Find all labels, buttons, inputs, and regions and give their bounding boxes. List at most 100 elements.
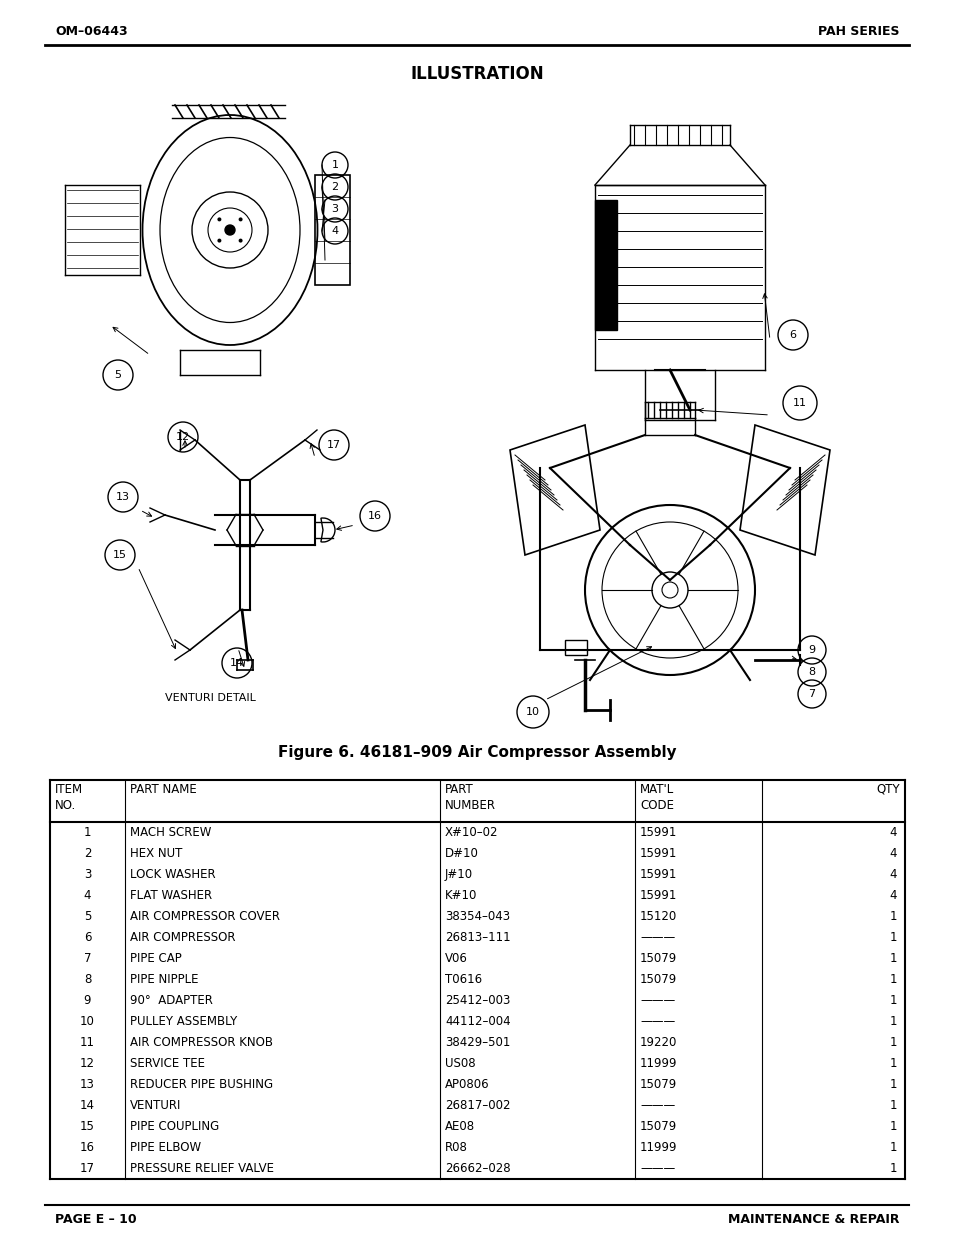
Text: AIR COMPRESSOR: AIR COMPRESSOR	[130, 931, 235, 944]
Text: 7: 7	[807, 689, 815, 699]
Circle shape	[217, 238, 221, 242]
Text: T0616: T0616	[444, 973, 481, 986]
Circle shape	[217, 217, 221, 221]
Text: OM–06443: OM–06443	[55, 25, 128, 38]
Text: 12: 12	[175, 432, 190, 442]
Text: 26662–028: 26662–028	[444, 1162, 510, 1174]
Text: AP0806: AP0806	[444, 1078, 489, 1091]
Text: 13: 13	[116, 492, 130, 501]
Text: 10: 10	[525, 706, 539, 718]
Text: 17: 17	[327, 440, 341, 450]
Text: K#10: K#10	[444, 889, 476, 902]
Text: X#10–02: X#10–02	[444, 826, 498, 839]
Text: 6: 6	[84, 931, 91, 944]
Text: VENTURI DETAIL: VENTURI DETAIL	[165, 693, 255, 703]
Text: 38429–501: 38429–501	[444, 1036, 510, 1049]
Text: V06: V06	[444, 952, 467, 965]
Text: 8: 8	[84, 973, 91, 986]
Bar	[564, 640, 586, 655]
Text: 11999: 11999	[639, 1057, 677, 1070]
Text: AE08: AE08	[444, 1120, 475, 1132]
Text: 13: 13	[80, 1078, 95, 1091]
Text: 15079: 15079	[639, 952, 677, 965]
Text: 1: 1	[888, 1057, 896, 1070]
Bar	[314, 175, 350, 285]
Text: MAT'L
CODE: MAT'L CODE	[639, 783, 674, 811]
Text: PIPE NIPPLE: PIPE NIPPLE	[130, 973, 198, 986]
Text: 4: 4	[888, 847, 896, 860]
Text: 38354–043: 38354–043	[444, 910, 510, 923]
Text: MACH SCREW: MACH SCREW	[130, 826, 212, 839]
Text: ———: ———	[639, 1099, 675, 1112]
Text: US08: US08	[444, 1057, 476, 1070]
Text: 44112–004: 44112–004	[444, 1015, 510, 1028]
Text: 8: 8	[807, 667, 815, 677]
Text: ———: ———	[639, 994, 675, 1007]
Text: 15: 15	[80, 1120, 95, 1132]
Text: 4: 4	[84, 889, 91, 902]
Text: 1: 1	[888, 1015, 896, 1028]
Text: 15079: 15079	[639, 973, 677, 986]
Text: 1: 1	[84, 826, 91, 839]
Text: 16: 16	[368, 511, 381, 521]
Text: 15991: 15991	[639, 826, 677, 839]
Text: 2: 2	[84, 847, 91, 860]
Text: VENTURI: VENTURI	[130, 1099, 181, 1112]
Text: 1: 1	[888, 973, 896, 986]
Text: 15991: 15991	[639, 889, 677, 902]
Text: 5: 5	[84, 910, 91, 923]
Text: 1: 1	[888, 1162, 896, 1174]
Text: 1: 1	[888, 1141, 896, 1153]
Text: 15: 15	[112, 550, 127, 559]
Text: 90°  ADAPTER: 90° ADAPTER	[130, 994, 213, 1007]
Text: 1: 1	[888, 931, 896, 944]
Text: PART NAME: PART NAME	[130, 783, 196, 797]
Text: PULLEY ASSEMBLY: PULLEY ASSEMBLY	[130, 1015, 237, 1028]
Text: 16: 16	[80, 1141, 95, 1153]
Text: PART
NUMBER: PART NUMBER	[444, 783, 496, 811]
Text: 3: 3	[84, 868, 91, 881]
Text: 4: 4	[888, 889, 896, 902]
Text: 11999: 11999	[639, 1141, 677, 1153]
Text: 11: 11	[792, 398, 806, 408]
Text: 15079: 15079	[639, 1078, 677, 1091]
Text: MAINTENANCE & REPAIR: MAINTENANCE & REPAIR	[728, 1213, 899, 1226]
Circle shape	[225, 225, 234, 235]
Text: 15079: 15079	[639, 1120, 677, 1132]
Text: 6: 6	[789, 330, 796, 340]
Text: 14: 14	[230, 658, 244, 668]
Text: ———: ———	[639, 931, 675, 944]
Text: 2: 2	[331, 182, 338, 191]
Text: 3: 3	[331, 204, 338, 214]
Text: PAGE E – 10: PAGE E – 10	[55, 1213, 136, 1226]
Text: 15991: 15991	[639, 868, 677, 881]
Text: 1: 1	[888, 910, 896, 923]
Text: Figure 6. 46181–909 Air Compressor Assembly: Figure 6. 46181–909 Air Compressor Assem…	[277, 745, 676, 760]
Bar	[595, 200, 617, 330]
Text: PIPE ELBOW: PIPE ELBOW	[130, 1141, 201, 1153]
Text: 1: 1	[888, 1120, 896, 1132]
Text: 26813–111: 26813–111	[444, 931, 510, 944]
Text: 5: 5	[114, 370, 121, 380]
Text: FLAT WASHER: FLAT WASHER	[130, 889, 212, 902]
Text: 15120: 15120	[639, 910, 677, 923]
Text: AIR COMPRESSOR COVER: AIR COMPRESSOR COVER	[130, 910, 280, 923]
Text: D#10: D#10	[444, 847, 478, 860]
Text: 25412–003: 25412–003	[444, 994, 510, 1007]
Text: R08: R08	[444, 1141, 467, 1153]
Text: 1: 1	[888, 1078, 896, 1091]
Text: 7: 7	[84, 952, 91, 965]
Text: 1: 1	[888, 952, 896, 965]
Text: 15991: 15991	[639, 847, 677, 860]
Text: 4: 4	[331, 226, 338, 236]
Text: PIPE COUPLING: PIPE COUPLING	[130, 1120, 219, 1132]
Text: REDUCER PIPE BUSHING: REDUCER PIPE BUSHING	[130, 1078, 273, 1091]
Text: ———: ———	[639, 1015, 675, 1028]
Text: 9: 9	[84, 994, 91, 1007]
Text: 10: 10	[80, 1015, 95, 1028]
Text: 1: 1	[888, 1036, 896, 1049]
Text: HEX NUT: HEX NUT	[130, 847, 182, 860]
Text: AIR COMPRESSOR KNOB: AIR COMPRESSOR KNOB	[130, 1036, 273, 1049]
Text: SERVICE TEE: SERVICE TEE	[130, 1057, 205, 1070]
Text: J#10: J#10	[444, 868, 473, 881]
